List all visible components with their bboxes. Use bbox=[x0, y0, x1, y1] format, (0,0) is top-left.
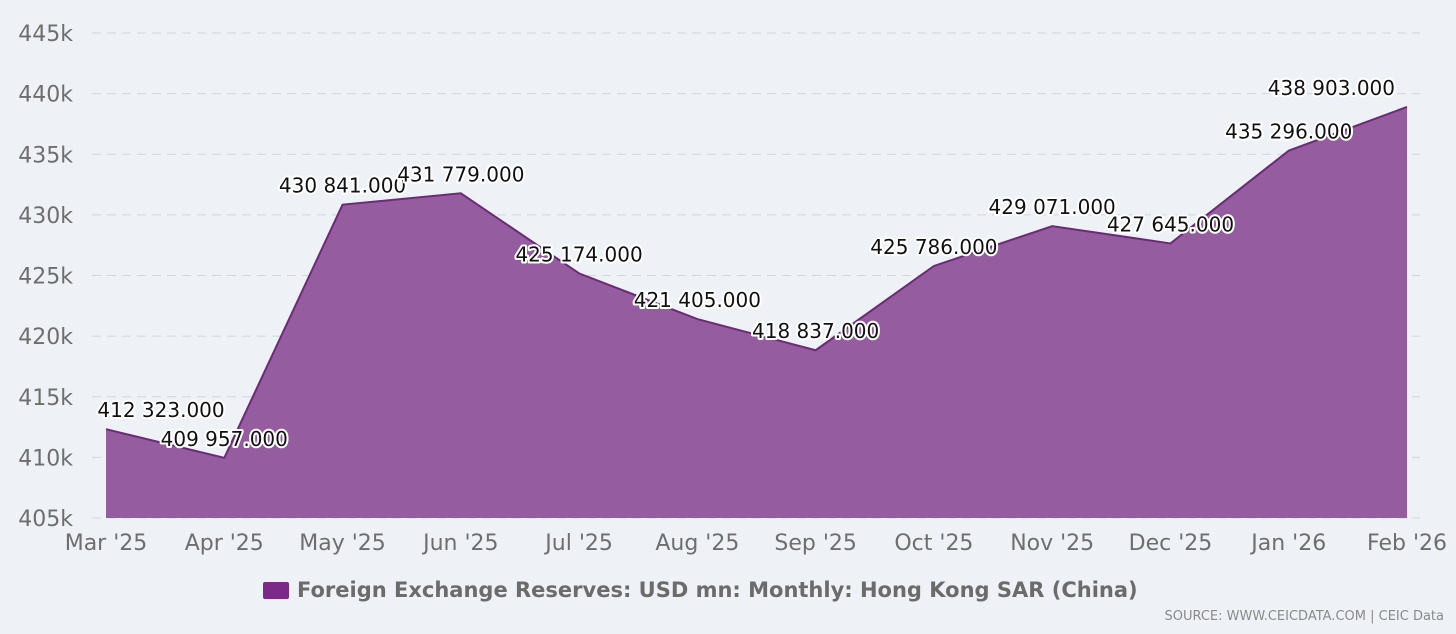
y-tick-label: 435k bbox=[18, 143, 73, 168]
x-tick-label: Jan '26 bbox=[1249, 531, 1326, 556]
x-tick-label: Jun '25 bbox=[421, 531, 498, 556]
data-label: 429 071.000 bbox=[989, 195, 1116, 219]
y-tick-label: 405k bbox=[18, 507, 73, 532]
x-tick-label: Sep '25 bbox=[774, 531, 857, 556]
x-tick-label: Apr '25 bbox=[185, 531, 264, 556]
data-label: 438 903.000 bbox=[1268, 76, 1395, 100]
x-axis-ticks: Mar '25 Apr '25 May '25 Jun '25 Jul '25 Aug '… bbox=[65, 531, 1447, 556]
area-fill bbox=[106, 106, 1407, 519]
data-label: 430 841.000 bbox=[279, 174, 406, 198]
data-label: 412 323.000 bbox=[97, 398, 224, 422]
x-tick-label: May '25 bbox=[299, 531, 386, 556]
y-tick-label: 425k bbox=[18, 265, 73, 290]
legend[interactable]: Foreign Exchange Reserves: USD mn: Month… bbox=[263, 578, 1138, 602]
y-tick-label: 430k bbox=[18, 204, 73, 229]
series-line bbox=[105, 105, 1408, 460]
x-tick-label: Mar '25 bbox=[65, 531, 148, 556]
y-axis-ticks: 405k 410k 415k 420k 425k 430k 435k 440k 445k bbox=[18, 22, 73, 532]
series-area bbox=[105, 105, 1408, 519]
legend-swatch bbox=[263, 581, 289, 599]
x-tick-label: Aug '25 bbox=[655, 531, 739, 556]
y-tick-label: 440k bbox=[18, 83, 73, 108]
data-label: 425 786.000 bbox=[870, 235, 997, 259]
y-tick-label: 410k bbox=[18, 446, 73, 471]
legend-label: Foreign Exchange Reserves: USD mn: Month… bbox=[297, 578, 1138, 602]
x-tick-label: Jul '25 bbox=[543, 531, 613, 556]
data-label: 435 296.000 bbox=[1225, 120, 1352, 144]
data-label: 421 405.000 bbox=[634, 288, 761, 312]
x-tick-label: Dec '25 bbox=[1129, 531, 1213, 556]
data-label: 409 957.000 bbox=[161, 427, 288, 451]
data-label: 425 174.000 bbox=[515, 242, 642, 266]
y-tick-label: 415k bbox=[18, 386, 73, 411]
source-credit: SOURCE: WWW.CEICDATA.COM | CEIC Data bbox=[1164, 609, 1444, 624]
y-tick-label: 445k bbox=[18, 22, 73, 47]
x-tick-label: Oct '25 bbox=[894, 531, 973, 556]
data-label: 431 779.000 bbox=[397, 162, 524, 186]
y-tick-label: 420k bbox=[18, 325, 73, 350]
data-label: 427 645.000 bbox=[1107, 212, 1234, 236]
x-tick-label: Feb '26 bbox=[1367, 531, 1447, 556]
x-tick-label: Nov '25 bbox=[1010, 531, 1094, 556]
data-label: 418 837.000 bbox=[752, 319, 879, 343]
